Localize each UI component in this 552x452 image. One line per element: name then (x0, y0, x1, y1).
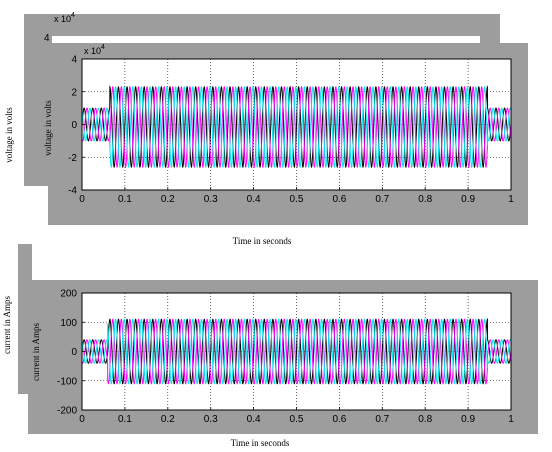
ghost-voltage-ytick: 4 (44, 33, 50, 44)
voltage-phase-line-1 (81, 85, 512, 169)
voltage-ticks: 0 0.1 0.2 0.3 0.4 0.5 0.6 0.7 0.8 0.9 1 4 2 0 -2 -4 (68, 55, 514, 206)
current-window: 0 0.1 0.2 0.3 0.4 0.5 0.6 0.7 0.8 0.9 1 200 100 0 -100… (28, 280, 538, 448)
voltage-xlabel: Time in seconds (233, 236, 292, 246)
current-xtick-label: 0.9 (461, 414, 475, 425)
voltage-ytick-label: -4 (68, 186, 77, 197)
current-ytick-label: 200 (60, 289, 77, 300)
current-xtick-label: 0 (79, 414, 85, 425)
current-xtick-label: 0.4 (247, 414, 261, 425)
current-xlabel: Time in seconds (231, 438, 290, 448)
current-xtick-label: 0.2 (161, 414, 175, 425)
current-ytick-label: 0 (71, 347, 77, 358)
current-xtick-label: 0.5 (290, 414, 304, 425)
ghost-voltage-ylabel: voltage in volts (4, 107, 14, 163)
current-xtick-label: 1 (508, 414, 514, 425)
current-ticks: 0 0.1 0.2 0.3 0.4 0.5 0.6 0.7 0.8 0.9 1 200 100 0 -100… (57, 289, 514, 426)
current-series (81, 317, 512, 385)
current-xtick-label: 0.1 (118, 414, 132, 425)
ghost-voltage-axes (52, 36, 480, 46)
voltage-xtick-label: 0.8 (418, 194, 432, 205)
voltage-ytick-label: -2 (68, 153, 77, 164)
current-ylabel: current in Amps (31, 323, 41, 381)
voltage-phase-line-2 (81, 85, 512, 169)
current-xtick-label: 0.3 (204, 414, 218, 425)
voltage-xtick-label: 1 (508, 194, 514, 205)
ghost-voltage-exponent: x 104 (54, 12, 75, 24)
current-ytick-label: -100 (57, 376, 77, 387)
voltage-window: 0 0.1 0.2 0.3 0.4 0.5 0.6 0.7 0.8 0.9 1 4 2 0 -2 -4 x 1… (43, 43, 528, 246)
current-phase-line-2 (81, 318, 512, 385)
voltage-xtick-label: 0.1 (118, 194, 132, 205)
voltage-xtick-label: 0.5 (290, 194, 304, 205)
ghost-current-window: current in Amps (2, 244, 32, 394)
voltage-xtick-label: 0.9 (461, 194, 475, 205)
current-xtick-label: 0.7 (375, 414, 389, 425)
voltage-xtick-label: 0.4 (247, 194, 261, 205)
voltage-ytick-label: 2 (71, 87, 77, 98)
voltage-xtick-label: 0 (79, 194, 85, 205)
current-phase-line-3 (81, 318, 512, 385)
voltage-xtick-label: 0.7 (375, 194, 389, 205)
ghost-current-ylabel: current in Amps (2, 296, 12, 354)
current-xtick-label: 0.6 (332, 414, 346, 425)
current-phase-line-1 (81, 317, 512, 385)
voltage-xtick-label: 0.2 (161, 194, 175, 205)
voltage-ylabel: voltage in volts (43, 100, 53, 156)
voltage-series (81, 85, 512, 169)
voltage-y-exponent: x 104 (84, 44, 105, 56)
current-xtick-label: 0.8 (418, 414, 432, 425)
voltage-ytick-label: 0 (71, 120, 77, 131)
voltage-phase-line-3 (81, 85, 512, 169)
voltage-ytick-label: 4 (71, 55, 77, 66)
current-ytick-label: 100 (60, 318, 77, 329)
voltage-xtick-label: 0.6 (332, 194, 346, 205)
voltage-xtick-label: 0.3 (204, 194, 218, 205)
current-ytick-label: -200 (57, 406, 77, 417)
